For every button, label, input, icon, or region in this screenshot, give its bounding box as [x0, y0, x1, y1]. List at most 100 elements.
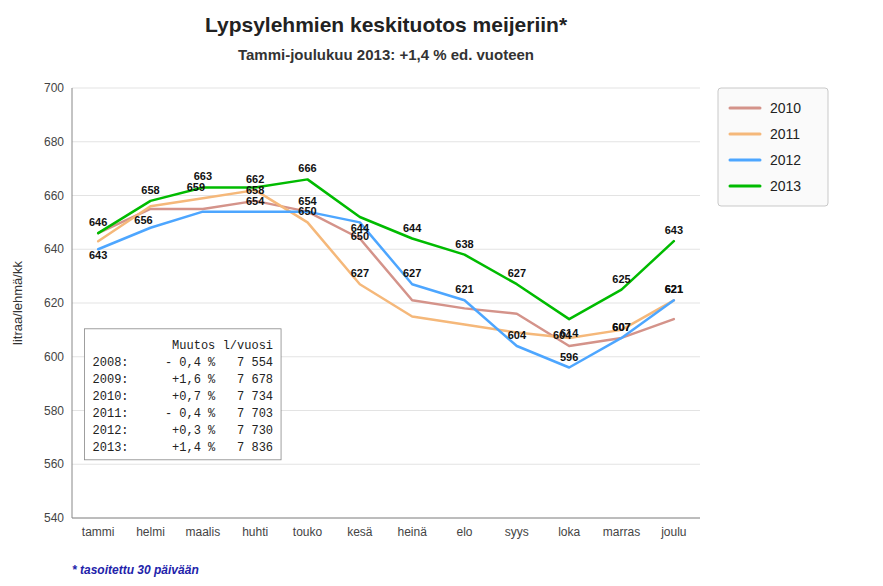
grid-line [72, 518, 700, 519]
annotation-cell: 7 730 [237, 424, 273, 438]
legend-label: 2013 [770, 178, 801, 194]
annotation-cell: 7 554 [237, 356, 273, 370]
data-label: 658 [141, 184, 159, 196]
grid [72, 88, 700, 518]
data-label: 621 [665, 283, 683, 295]
legend-swatch [730, 159, 760, 162]
data-label: 659 [187, 181, 205, 193]
data-label: 654 [298, 195, 317, 207]
y-tick-label: 680 [44, 135, 64, 149]
annotation-cell: 7 678 [237, 373, 273, 387]
data-label: 621 [455, 283, 473, 295]
data-label: 643 [89, 249, 107, 261]
y-tick-label: 540 [44, 511, 64, 525]
y-tick-label: 660 [44, 189, 64, 203]
legend-label: 2010 [770, 100, 801, 116]
series-line [98, 190, 674, 338]
series-line [98, 212, 674, 368]
subtitle: Tammi-joulukuu 2013: +1,4 % ed. vuoteen [238, 46, 534, 63]
series-line [98, 201, 674, 346]
y-tick-label: 580 [44, 404, 64, 418]
x-tick-label: heinä [397, 525, 427, 539]
data-label: 666 [298, 162, 316, 174]
annotation-cell: +1,4 % [172, 441, 216, 455]
annotation-cell: 2009: [93, 373, 129, 387]
data-label: 627 [508, 267, 526, 279]
annotation-cell: - 0,4 % [165, 407, 216, 421]
footnote: * tasoitettu 30 päivään [72, 563, 199, 577]
chart: Lypsylehmien keskituotos meijeriin* Tammi… [0, 0, 883, 586]
data-label: 604 [508, 329, 527, 341]
grid-line [72, 464, 700, 465]
annotation-cell: +0,7 % [172, 390, 216, 404]
data-label: 650 [298, 205, 316, 217]
lines [98, 179, 674, 367]
grid-line [72, 249, 700, 250]
data-label: 650 [351, 230, 369, 242]
x-tick-label: joulu [660, 525, 686, 539]
grid-line [72, 88, 700, 89]
data-label: 596 [560, 351, 578, 363]
annotation-cell: 7 703 [237, 407, 273, 421]
grid-line [72, 303, 700, 304]
annotation-cell: 7 734 [237, 390, 273, 404]
legend-box [718, 88, 828, 206]
x-tick-label: touko [293, 525, 323, 539]
title: Lypsylehmien keskituotos meijeriin* [205, 13, 568, 36]
legend-swatch [730, 185, 760, 188]
annotation-cell: 7 836 [237, 441, 273, 455]
annotation-box [85, 329, 282, 460]
legend-label: 2012 [770, 152, 801, 168]
data-label: 638 [455, 238, 473, 250]
annotation-cell: 2010: [93, 390, 129, 404]
annotation-cell: +1,6 % [172, 373, 216, 387]
x-tick-label: maalis [185, 525, 220, 539]
y-axis-label: litraa/lehmä/kk [10, 261, 25, 345]
annotation-cell: +0,3 % [172, 424, 216, 438]
y-axis [72, 88, 73, 518]
data-label: 607 [612, 321, 630, 333]
grid-line [72, 141, 700, 142]
y-tick-label: 640 [44, 242, 64, 256]
x-tick-label: tammi [82, 525, 115, 539]
legend-swatch [730, 133, 760, 136]
y-tick-label: 620 [44, 296, 64, 310]
annotation-cell: - 0,4 % [165, 356, 216, 370]
data-label: 662 [246, 173, 264, 185]
x-axis [72, 518, 700, 519]
annotation-cell: 2013: [93, 441, 129, 455]
annotation-header: l/vuosi [223, 339, 273, 353]
data-label: 627 [351, 267, 369, 279]
y-tick-label: 600 [44, 350, 64, 364]
data-label: 614 [560, 327, 579, 339]
x-tick-label: kesä [347, 525, 373, 539]
data-label: 663 [194, 170, 212, 182]
x-tick-label: elo [456, 525, 472, 539]
annotation-table: Muutos l/vuosi 2008: - 0,4 % 7 554 2009: +1,6 … [85, 329, 282, 460]
annotation-cell: 2008: [93, 356, 129, 370]
x-tick-label: syys [505, 525, 529, 539]
data-label: 627 [403, 267, 421, 279]
data-labels: 6466586446046076436566596626506276216546… [89, 162, 683, 362]
x-tick-label: marras [603, 525, 640, 539]
x-tick-label: helmi [136, 525, 165, 539]
data-label: 644 [403, 222, 422, 234]
data-label: 621 [665, 283, 683, 295]
annotation-cell: 2012: [93, 424, 129, 438]
y-tick-label: 560 [44, 457, 64, 471]
data-label: 607 [612, 321, 630, 333]
legend-label: 2011 [770, 126, 800, 142]
data-label: 646 [89, 216, 107, 228]
x-tick-label: huhti [242, 525, 268, 539]
data-label: 625 [612, 273, 630, 285]
data-label: 643 [665, 224, 683, 236]
legend: 2010 2011 2012 2013 [718, 88, 828, 206]
data-label: 654 [246, 195, 265, 207]
x-tick-label: loka [558, 525, 580, 539]
annotation-cell: 2011: [93, 407, 129, 421]
data-label: 656 [134, 214, 152, 226]
annotation-header: Muutos [172, 339, 215, 353]
legend-swatch [730, 107, 760, 110]
y-tick-label: 700 [44, 81, 64, 95]
series-line [98, 179, 674, 319]
